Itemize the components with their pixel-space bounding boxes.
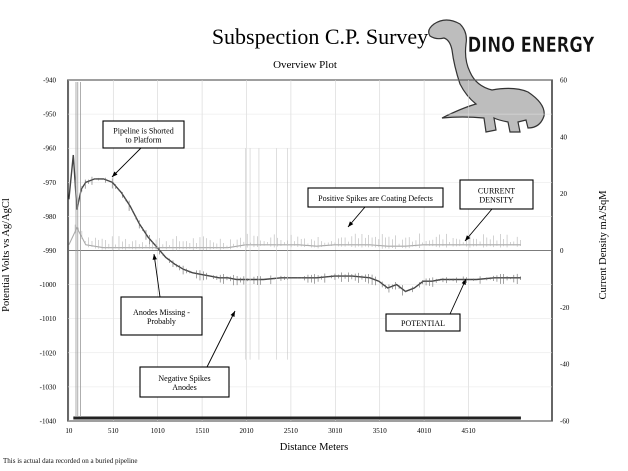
- callout-label: Pipeline is Shorted to Platform: [113, 127, 173, 145]
- x-tick-label: 1510: [195, 427, 210, 435]
- x-tick-label: 4010: [417, 427, 432, 435]
- callout-arrow: [206, 310, 236, 368]
- callout: CURRENT DENSITY: [459, 179, 534, 242]
- left-tick-label: -960: [43, 145, 56, 153]
- callout-arrowhead: [112, 171, 118, 177]
- logo-text: DINO ENERGY: [468, 34, 595, 57]
- callout: Pipeline is Shorted to Platform: [102, 120, 185, 178]
- callout-arrow: [464, 208, 493, 242]
- callout-arrowhead: [348, 221, 354, 227]
- callout: Positive Spikes are Coating Defects: [307, 187, 444, 228]
- x-tick-label: 3510: [373, 427, 388, 435]
- right-tick-label: 40: [560, 133, 568, 141]
- left-tick-label: -1030: [40, 383, 57, 391]
- right-axis-label: Current Density mA/SqM: [598, 190, 609, 300]
- series-line-potential: [68, 154, 521, 293]
- callout-arrow: [449, 278, 467, 315]
- x-tick-label: 510: [108, 427, 119, 435]
- callout-arrowhead: [465, 235, 471, 241]
- right-tick-label: -60: [560, 418, 570, 426]
- callout-label: Negative Spikes Anodes: [158, 374, 210, 392]
- callout-arrowhead: [152, 254, 157, 260]
- left-tick-label: -990: [43, 247, 56, 255]
- left-tick-label: -1020: [40, 349, 57, 357]
- chart-subtitle: Overview Plot: [273, 59, 337, 71]
- callout: POTENTIAL: [385, 278, 467, 332]
- right-tick-label: 0: [560, 247, 564, 255]
- callout-arrowhead: [461, 279, 466, 285]
- right-tick-label: 20: [560, 190, 568, 198]
- callout-box: [307, 187, 444, 208]
- left-tick-label: -1010: [40, 315, 57, 323]
- right-axis-ticks: 60 40 20 0 -20 -40 -60: [560, 77, 570, 426]
- x-tick-label: 10: [65, 427, 73, 435]
- annotation-layer: Pipeline is Shorted to Platform Positive S…: [102, 120, 534, 398]
- callout-box: [120, 296, 203, 336]
- callout-label: Positive Spikes are Coating Defects: [318, 194, 433, 203]
- callout-arrowhead: [230, 311, 235, 317]
- dinosaur-logo: DINO ENERGY: [428, 19, 595, 133]
- left-tick-label: -1040: [40, 418, 57, 426]
- callout-box: [102, 120, 185, 149]
- callout-arrow: [111, 145, 144, 178]
- series-layer: [68, 154, 521, 420]
- x-axis-ticks: 10 510 1010 1510 2010 2510 3010 3510 4010 4510: [65, 427, 476, 435]
- x-tick-label: 2510: [284, 427, 299, 435]
- x-tick-label: 3010: [328, 427, 343, 435]
- left-tick-label: -980: [43, 213, 56, 221]
- x-tick-label: 2010: [240, 427, 255, 435]
- left-tick-label: -950: [43, 111, 56, 119]
- x-tick-label: 4510: [462, 427, 477, 435]
- left-tick-label: -940: [43, 77, 56, 85]
- left-tick-label: -1000: [40, 281, 57, 289]
- callout-box: [385, 313, 461, 332]
- dinosaur-icon: [428, 19, 545, 133]
- callout: Anodes Missing -Probably: [120, 253, 203, 336]
- left-axis-label: Potential Volts vs Ag/AgCl: [1, 198, 12, 312]
- x-tick-label: 1010: [151, 427, 166, 435]
- callout: Negative Spikes Anodes: [139, 310, 236, 398]
- chart-title: Subspection C.P. Survey: [212, 24, 428, 49]
- callout-label: Anodes Missing -Probably: [133, 308, 190, 326]
- callout-box: [459, 179, 534, 210]
- callout-box: [139, 366, 230, 398]
- left-tick-label: -970: [43, 179, 56, 187]
- x-axis-label: Distance Meters: [280, 442, 349, 453]
- right-tick-label: -40: [560, 361, 570, 369]
- callout-arrow: [153, 253, 161, 298]
- callout-label: CURRENT DENSITY: [478, 187, 515, 205]
- spike-layer: [74, 82, 521, 417]
- footnote: This is actual data recorded on a buried…: [3, 457, 138, 465]
- left-axis-ticks: -940 -950 -960 -970 -980 -990 -1000 -1010 -1020 -…: [40, 77, 57, 426]
- right-tick-label: 60: [560, 77, 568, 85]
- right-tick-label: -20: [560, 304, 570, 312]
- callout-label: POTENTIAL: [401, 319, 445, 328]
